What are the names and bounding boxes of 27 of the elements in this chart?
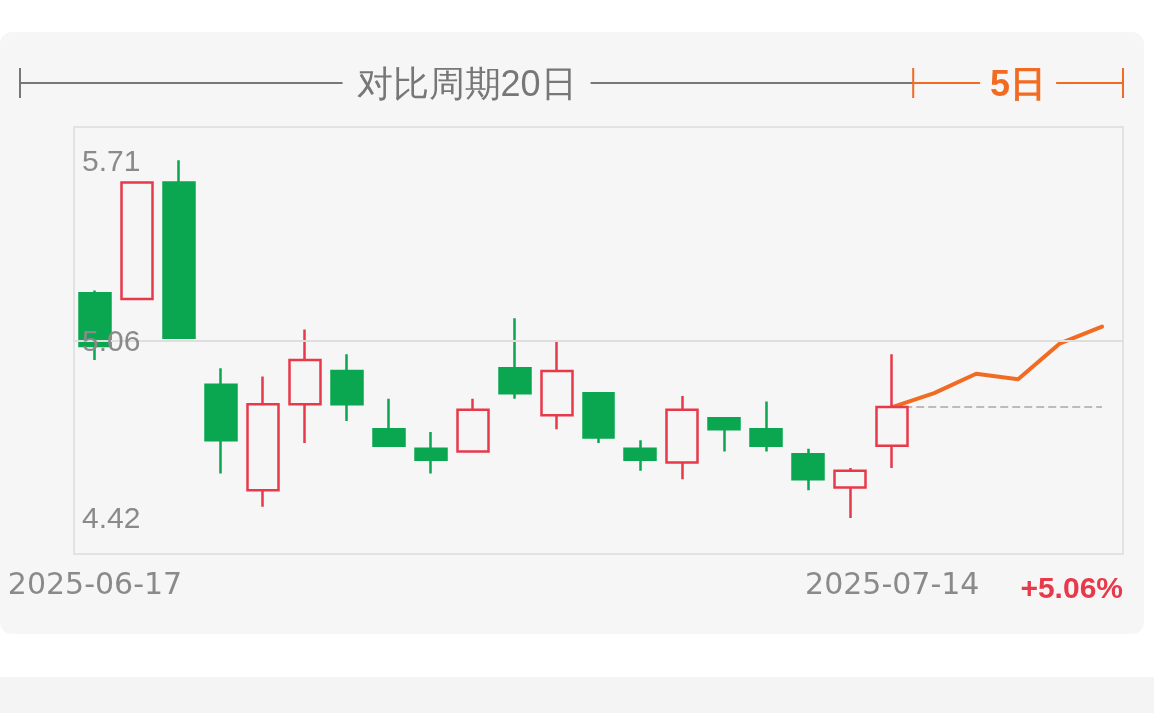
candlestick bbox=[330, 353, 364, 423]
candlestick bbox=[833, 466, 867, 520]
candlestick bbox=[120, 181, 154, 301]
candlestick bbox=[540, 339, 574, 431]
candlestick bbox=[414, 430, 448, 475]
candlestick bbox=[749, 400, 783, 453]
candlestick bbox=[707, 416, 741, 453]
y-tick-label: 5.71 bbox=[82, 143, 141, 177]
candlestick bbox=[372, 397, 406, 448]
candlestick bbox=[204, 366, 238, 475]
candlestick bbox=[162, 159, 196, 339]
candlestick bbox=[498, 317, 532, 400]
candlestick bbox=[665, 394, 699, 481]
chart-title: 对比周期20日 bbox=[356, 62, 577, 104]
candlestick bbox=[456, 397, 490, 453]
text: +5.06% bbox=[1020, 570, 1123, 604]
candlestick bbox=[623, 439, 657, 473]
x-tick-label: 2025-06-17 bbox=[7, 565, 183, 601]
text: 5日 bbox=[990, 62, 1047, 104]
x-tick-label: 2025-07-14 bbox=[805, 565, 980, 601]
y-tick-label: 5.06 bbox=[82, 324, 141, 357]
candlestick bbox=[582, 391, 615, 445]
y-tick-label: 4.42 bbox=[82, 501, 141, 535]
candlestick bbox=[288, 328, 322, 445]
candlestick bbox=[875, 353, 909, 470]
candlestick bbox=[246, 375, 280, 509]
candlestick bbox=[791, 447, 825, 492]
